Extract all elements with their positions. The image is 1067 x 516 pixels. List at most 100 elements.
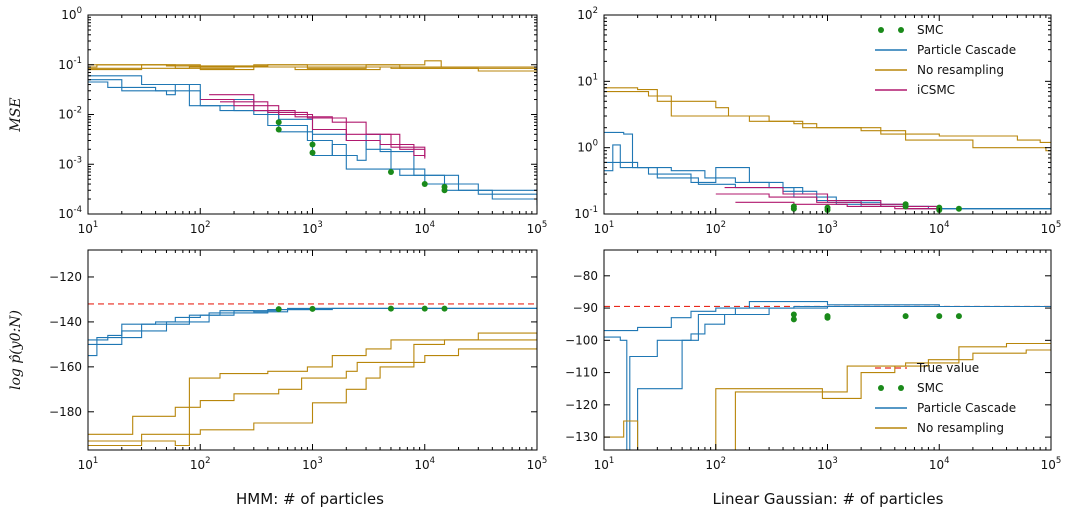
cascade-line bbox=[604, 161, 1051, 210]
smc-point bbox=[441, 187, 448, 194]
x-tick-label: 102 bbox=[190, 456, 211, 472]
noresample-line bbox=[604, 420, 639, 450]
noresample-line bbox=[88, 332, 537, 447]
noresample-line bbox=[734, 342, 1051, 450]
legend-label: Particle Cascade bbox=[917, 43, 1016, 57]
y-tick-label: 10-1 bbox=[574, 205, 598, 221]
y-tick-label: 100 bbox=[577, 139, 598, 155]
y-axis-title: log p̂(y0:N) bbox=[8, 310, 24, 390]
x-tick-label: 104 bbox=[929, 220, 950, 236]
cascade-line bbox=[88, 307, 537, 345]
axes-frame bbox=[603, 249, 1052, 451]
y-tick-label: 102 bbox=[577, 6, 598, 22]
x-tick-label: 102 bbox=[705, 456, 726, 472]
y-tick-label: −140 bbox=[49, 315, 82, 329]
legend-label: SMC bbox=[917, 381, 943, 395]
legend-marker-smc bbox=[898, 385, 904, 391]
smc-point bbox=[275, 119, 282, 126]
plot-area bbox=[604, 301, 1051, 450]
cascade-line bbox=[604, 305, 1051, 450]
noresample-line bbox=[88, 64, 537, 73]
legend-label: No resampling bbox=[917, 63, 1004, 77]
y-tick-label: −180 bbox=[49, 405, 82, 419]
noresample-line bbox=[88, 60, 537, 71]
x-tick-label: 101 bbox=[78, 220, 99, 236]
smc-point bbox=[309, 141, 316, 148]
legend-label: No resampling bbox=[917, 421, 1004, 435]
smc-point bbox=[824, 314, 831, 321]
smc-point bbox=[275, 126, 282, 133]
icsmc-line bbox=[209, 94, 426, 156]
y-tick-label: −120 bbox=[565, 398, 598, 412]
y-tick-label: −120 bbox=[49, 270, 82, 284]
smc-point bbox=[421, 181, 428, 188]
smc-point bbox=[275, 306, 282, 313]
legend-label: True value bbox=[916, 361, 979, 375]
cascade-line bbox=[623, 305, 1051, 450]
x-tick-label: 103 bbox=[817, 220, 838, 236]
smc-point bbox=[902, 313, 909, 320]
y-tick-label: 101 bbox=[577, 72, 598, 88]
smc-point bbox=[441, 305, 448, 312]
y-tick-label: −100 bbox=[565, 333, 598, 347]
y-tick-label: −130 bbox=[565, 430, 598, 444]
plot-area bbox=[604, 87, 1051, 213]
smc-point bbox=[790, 311, 797, 318]
y-tick-label: 10-3 bbox=[58, 155, 82, 171]
panel-lg-logp: 101 102 103 104 105 −130 −120 −110 −100 −90 −80 Tru… bbox=[565, 249, 1062, 472]
y-tick-label: −80 bbox=[573, 269, 598, 283]
smc-point bbox=[309, 305, 316, 312]
x-axis-title-hmm: HMM: # of particles bbox=[236, 490, 384, 508]
x-tick-label: 103 bbox=[302, 456, 323, 472]
legend-marker-smc bbox=[878, 27, 884, 33]
legend-label: SMC bbox=[917, 23, 943, 37]
legend-marker-smc bbox=[878, 385, 884, 391]
legend-marker-smc bbox=[898, 27, 904, 33]
plot-area bbox=[88, 303, 537, 447]
x-tick-label: 101 bbox=[594, 220, 615, 236]
x-tick-label: 105 bbox=[527, 220, 548, 236]
noresample-line bbox=[88, 66, 537, 71]
y-axis-title: MSE bbox=[8, 97, 24, 132]
x-tick-label: 105 bbox=[1041, 220, 1062, 236]
smc-point bbox=[387, 168, 394, 175]
plot-area bbox=[88, 60, 537, 206]
panel-hmm-mse: 101 102 103 104 105 10-4 10-3 10-2 10-1 100 MSE bbox=[8, 6, 547, 236]
x-tick-label: 102 bbox=[705, 220, 726, 236]
legend-label: Particle Cascade bbox=[917, 401, 1016, 415]
y-tick-label: −90 bbox=[573, 301, 598, 315]
x-tick-label: 103 bbox=[817, 456, 838, 472]
y-tick-label: −160 bbox=[49, 360, 82, 374]
y-tick-label: 10-4 bbox=[58, 205, 82, 221]
smc-point bbox=[790, 316, 797, 323]
noresample-line bbox=[88, 337, 537, 447]
x-tick-label: 101 bbox=[78, 456, 99, 472]
x-tick-label: 101 bbox=[594, 456, 615, 472]
noresample-line bbox=[604, 91, 1051, 163]
smc-point bbox=[421, 305, 428, 312]
smc-point bbox=[955, 205, 962, 212]
y-tick-label: 100 bbox=[61, 6, 82, 22]
y-tick-label: 10-2 bbox=[58, 106, 82, 122]
smc-point bbox=[790, 205, 797, 212]
cascade-line bbox=[604, 301, 1051, 332]
legend-label: iCSMC bbox=[917, 83, 955, 97]
y-tick-label: 10-1 bbox=[58, 56, 82, 72]
noresample-line bbox=[88, 344, 537, 435]
x-tick-label: 102 bbox=[190, 220, 211, 236]
smc-point bbox=[902, 203, 909, 210]
smc-point bbox=[309, 149, 316, 156]
icsmc-line bbox=[724, 187, 940, 209]
x-axis-title-linear-gaussian: Linear Gaussian: # of particles bbox=[713, 490, 944, 508]
smc-point bbox=[387, 305, 394, 312]
x-tick-label: 104 bbox=[929, 456, 950, 472]
panel-lg-mse: 101 102 103 104 105 10-1 100 101 102 SMC Particle … bbox=[574, 6, 1061, 236]
cascade-line bbox=[88, 81, 537, 200]
x-tick-label: 104 bbox=[414, 220, 435, 236]
x-tick-label: 104 bbox=[414, 456, 435, 472]
smc-point bbox=[955, 313, 962, 320]
icsmc-line bbox=[735, 201, 940, 210]
panel-hmm-logp: 101 102 103 104 105 −180 −160 −140 −120 log p̂(y0… bbox=[8, 249, 547, 472]
x-tick-label: 105 bbox=[1041, 456, 1062, 472]
